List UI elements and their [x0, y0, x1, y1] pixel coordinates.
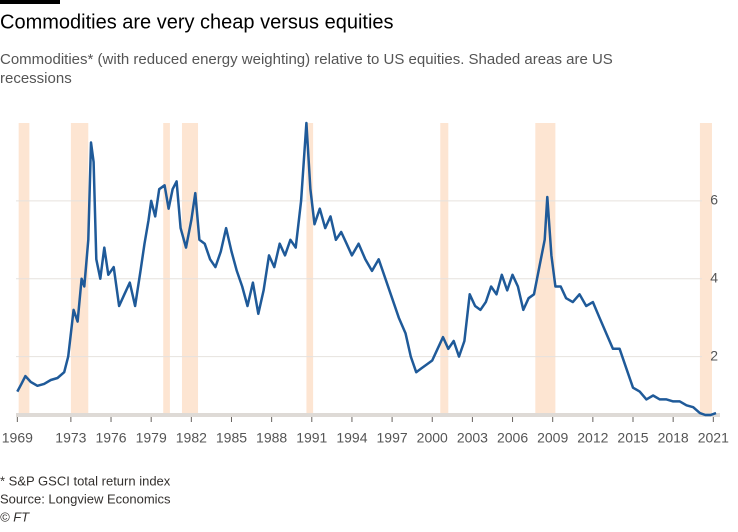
x-tick-label: 2012: [577, 430, 608, 446]
data-line: [16, 121, 717, 417]
y-tick-label: 4: [710, 269, 718, 285]
recession-band: [70, 123, 89, 415]
y-tick-label: 2: [710, 347, 718, 363]
x-tick-label: 2006: [497, 430, 528, 446]
recession-band: [306, 123, 314, 415]
x-tick-label: 1976: [95, 430, 126, 446]
x-tick-label: 1988: [256, 430, 287, 446]
footnote: * S&P GSCI total return index: [0, 473, 171, 488]
source: Source: Longview Economics: [0, 491, 171, 506]
recession-band: [699, 123, 712, 415]
x-tick-label: 2021: [698, 430, 729, 446]
x-tick-label: 1991: [296, 430, 327, 446]
x-tick-label: 1994: [336, 430, 367, 446]
recession-band: [181, 123, 199, 415]
x-tick-label: 1982: [176, 430, 207, 446]
recession-band: [18, 123, 30, 415]
subtitle: Commodities* (with reduced energy weight…: [0, 51, 613, 68]
x-axis: [16, 413, 720, 417]
x-tick-label: 2009: [537, 430, 568, 446]
x-tick-label: 1973: [55, 430, 86, 446]
x-tick-label: 2018: [658, 430, 689, 446]
chart-title: Commodities are very cheap versus equiti…: [0, 11, 394, 33]
title-bar: [0, 0, 60, 4]
y-tick-label: 6: [710, 192, 718, 208]
subtitle: recessions: [0, 70, 72, 87]
x-tick-label: 1997: [377, 430, 408, 446]
x-tick-label: 1969: [2, 430, 33, 446]
x-tick-label: 1985: [216, 430, 247, 446]
recession-band: [163, 123, 170, 415]
recession-band: [535, 123, 556, 415]
x-tick-label: 2015: [617, 430, 648, 446]
recession-band: [440, 123, 449, 415]
x-tick-label: 1979: [136, 430, 167, 446]
x-tick-label: 2003: [457, 430, 488, 446]
credit: © FT: [0, 509, 30, 524]
x-tick-label: 2000: [417, 430, 448, 446]
